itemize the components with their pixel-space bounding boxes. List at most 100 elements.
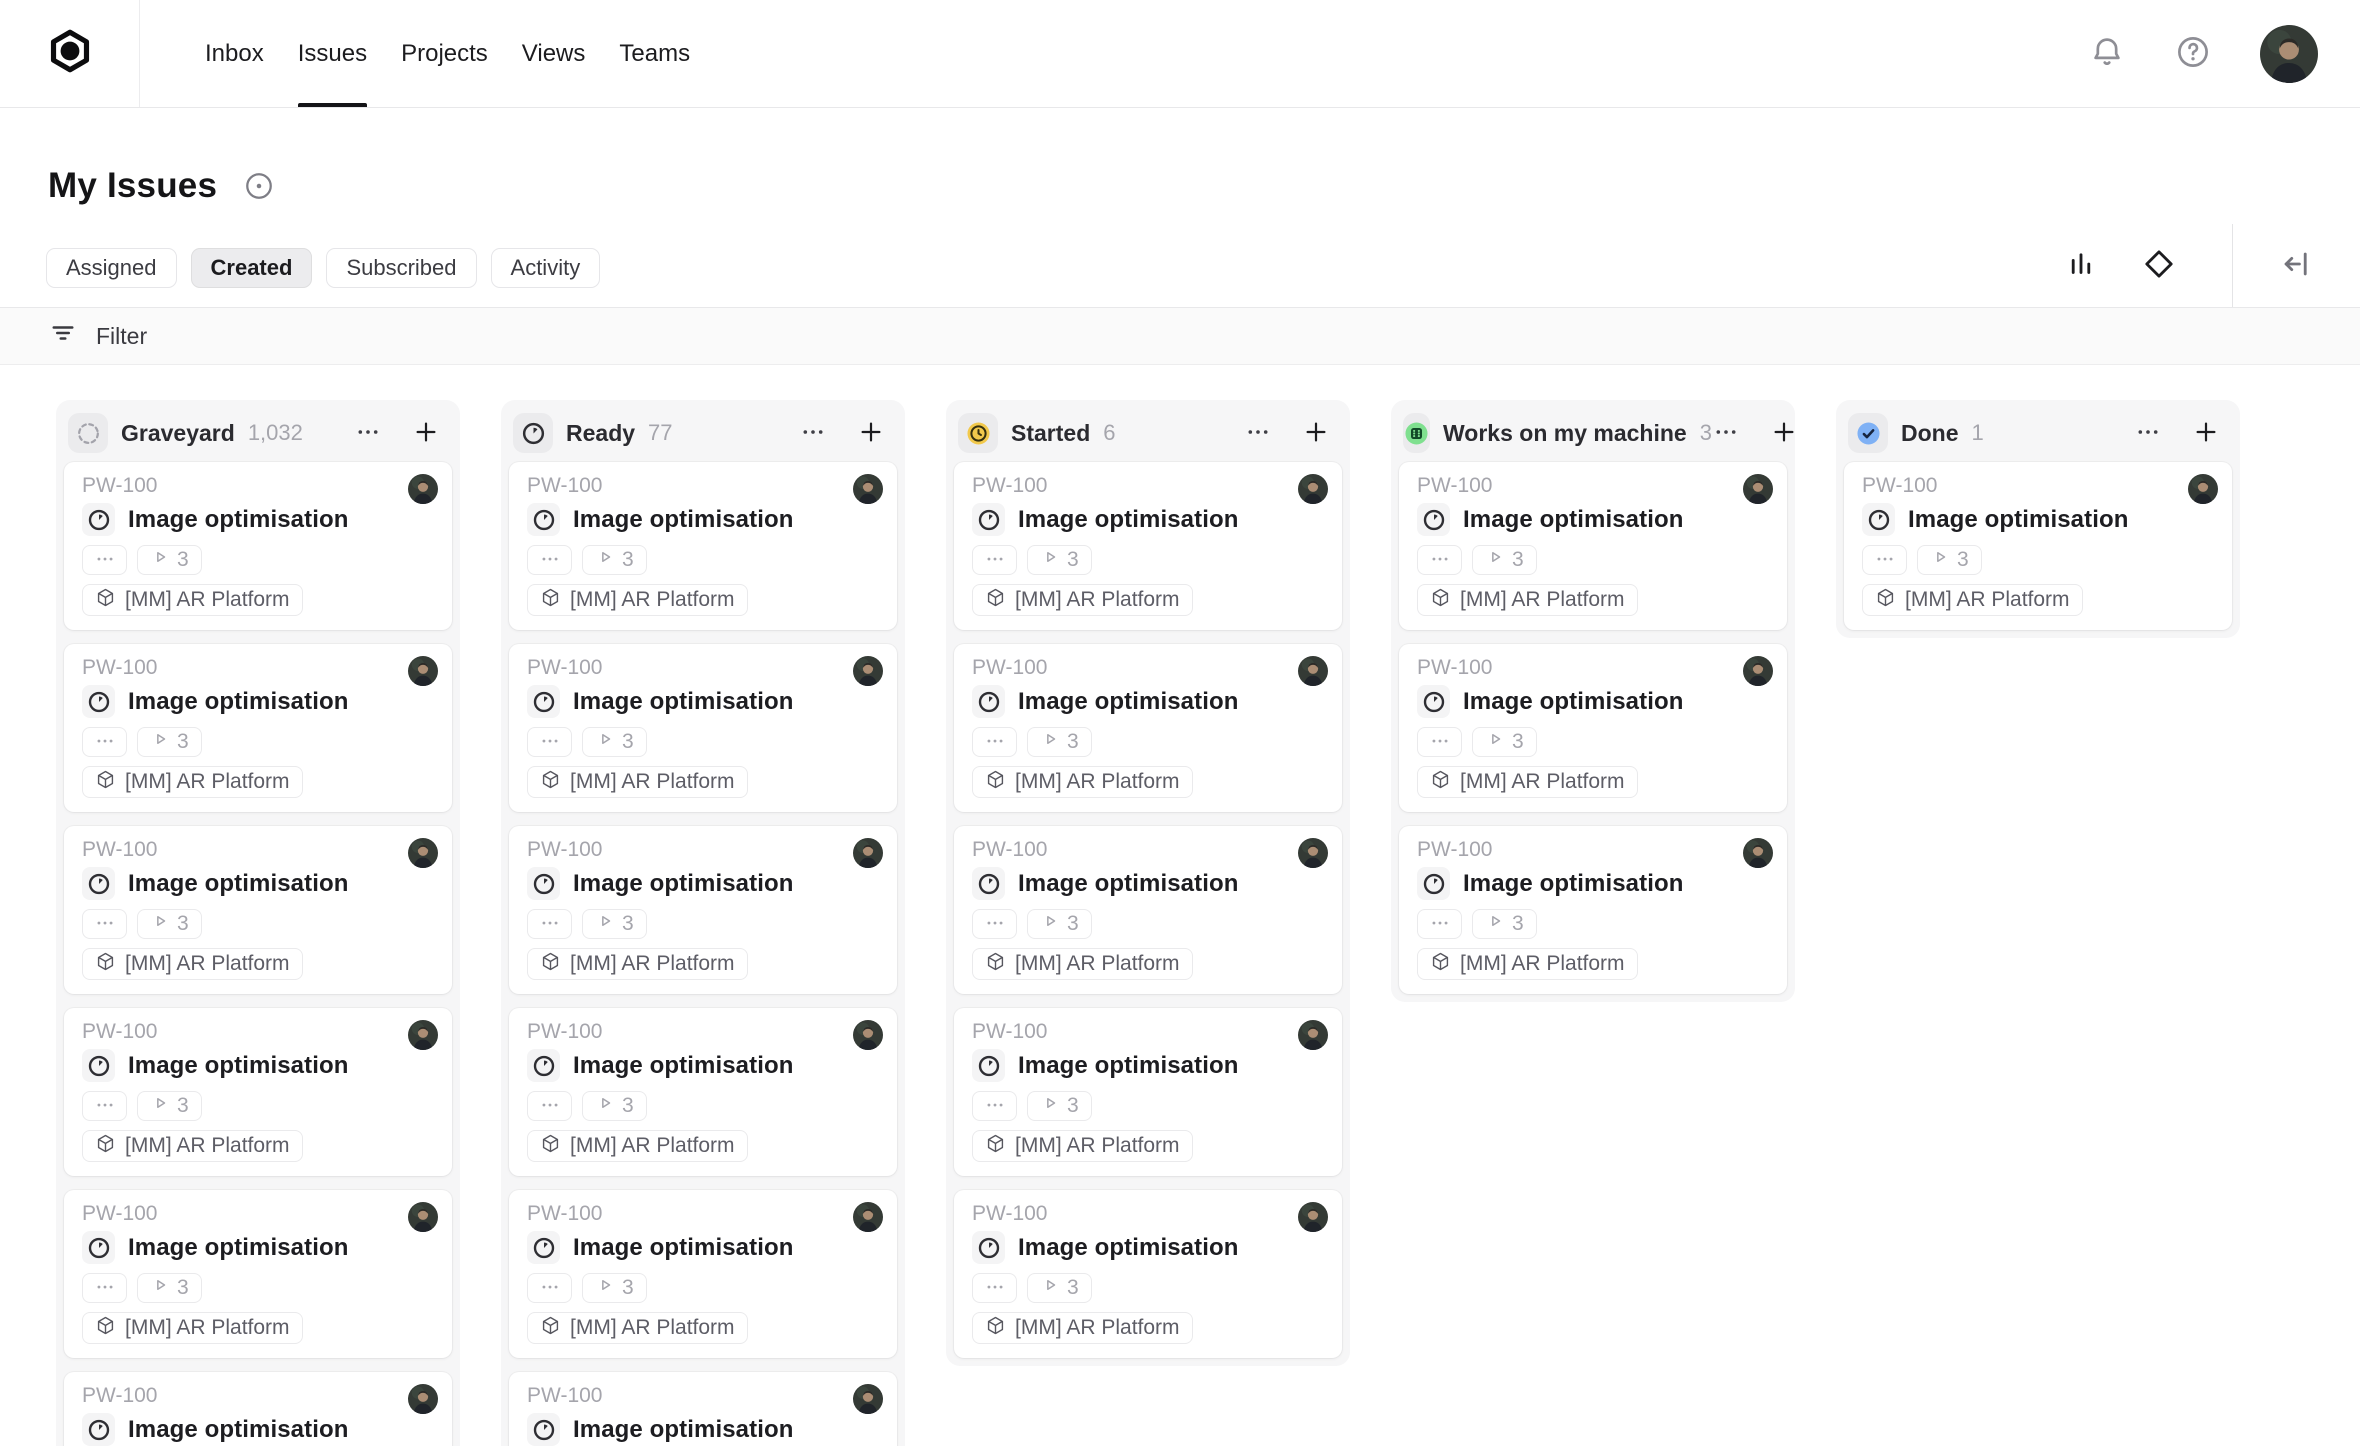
project-tag[interactable]: [MM] AR Platform [527, 1130, 748, 1162]
column-menu-button[interactable] [354, 418, 382, 449]
issue-play-chip[interactable]: 3 [1027, 1091, 1092, 1121]
issue-card[interactable]: PW-100 Image optimisation 3 [MM] AR Plat… [1399, 644, 1787, 812]
issue-play-chip[interactable]: 3 [582, 1091, 647, 1121]
project-tag[interactable]: [MM] AR Platform [82, 1130, 303, 1162]
board-view-button[interactable] [2142, 247, 2176, 284]
issue-play-chip[interactable]: 3 [137, 1091, 202, 1121]
issue-play-chip[interactable]: 3 [582, 909, 647, 939]
issue-card[interactable]: PW-100 Image optimisation 3 [MM] AR Plat… [1399, 826, 1787, 994]
issue-more-button[interactable] [972, 909, 1017, 939]
tab-subscribed[interactable]: Subscribed [326, 248, 477, 288]
issue-more-button[interactable] [527, 1273, 572, 1303]
issue-more-button[interactable] [82, 1091, 127, 1121]
issue-play-chip[interactable]: 3 [582, 545, 647, 575]
issue-more-button[interactable] [527, 727, 572, 757]
project-tag[interactable]: [MM] AR Platform [1417, 948, 1638, 980]
issue-card[interactable]: PW-100 Image optimisation 3 [MM] AR Plat… [509, 826, 897, 994]
collapse-sidebar-button[interactable] [2280, 247, 2314, 284]
tab-created[interactable]: Created [190, 248, 313, 288]
issue-play-chip[interactable]: 3 [1027, 1273, 1092, 1303]
issue-more-button[interactable] [1862, 545, 1907, 575]
issue-card[interactable]: PW-100 Image optimisation 3 [MM] AR Plat… [64, 826, 452, 994]
project-tag[interactable]: [MM] AR Platform [527, 584, 748, 616]
issue-play-chip[interactable]: 3 [1472, 909, 1537, 939]
add-issue-button[interactable] [1302, 418, 1330, 449]
nav-item-teams[interactable]: Teams [619, 39, 691, 67]
issue-more-button[interactable] [1417, 909, 1462, 939]
issue-card[interactable]: PW-100 Image optimisation 3 [MM] AR Plat… [64, 1008, 452, 1176]
issue-play-chip[interactable]: 3 [1472, 545, 1537, 575]
issue-card[interactable]: PW-100 Image optimisation 3 [MM] AR Plat… [509, 1008, 897, 1176]
issue-more-button[interactable] [82, 909, 127, 939]
issue-more-button[interactable] [972, 1273, 1017, 1303]
issue-card[interactable]: PW-100 Image optimisation 3 [MM] AR Plat… [509, 1372, 897, 1446]
issue-play-chip[interactable]: 3 [582, 1273, 647, 1303]
issue-more-button[interactable] [972, 545, 1017, 575]
favorite-target-button[interactable] [243, 170, 275, 202]
issue-more-button[interactable] [1417, 727, 1462, 757]
project-tag[interactable]: [MM] AR Platform [972, 1130, 1193, 1162]
add-issue-button[interactable] [2192, 418, 2220, 449]
project-tag[interactable]: [MM] AR Platform [1417, 584, 1638, 616]
issue-play-chip[interactable]: 3 [137, 1273, 202, 1303]
user-avatar[interactable] [2260, 24, 2318, 83]
issue-play-chip[interactable]: 3 [1027, 545, 1092, 575]
issue-card[interactable]: PW-100 Image optimisation 3 [MM] AR Plat… [64, 1190, 452, 1358]
issue-card[interactable]: PW-100 Image optimisation 3 [MM] AR Plat… [1844, 462, 2232, 630]
tab-assigned[interactable]: Assigned [46, 248, 177, 288]
issue-play-chip[interactable]: 3 [137, 545, 202, 575]
column-menu-button[interactable] [799, 418, 827, 449]
notifications-button[interactable] [2088, 33, 2126, 74]
project-tag[interactable]: [MM] AR Platform [527, 766, 748, 798]
nav-item-projects[interactable]: Projects [401, 39, 488, 67]
issue-more-button[interactable] [972, 727, 1017, 757]
project-tag[interactable]: [MM] AR Platform [527, 948, 748, 980]
issue-play-chip[interactable]: 3 [582, 727, 647, 757]
issue-more-button[interactable] [82, 727, 127, 757]
project-tag[interactable]: [MM] AR Platform [972, 1312, 1193, 1344]
issue-play-chip[interactable]: 3 [1027, 909, 1092, 939]
issue-card[interactable]: PW-100 Image optimisation 3 [MM] AR Plat… [64, 644, 452, 812]
project-tag[interactable]: [MM] AR Platform [82, 766, 303, 798]
issue-card[interactable]: PW-100 Image optimisation 3 [MM] AR Plat… [64, 462, 452, 630]
issue-card[interactable]: PW-100 Image optimisation 3 [MM] AR Plat… [954, 1008, 1342, 1176]
filter-button[interactable]: Filter [48, 318, 147, 354]
issue-more-button[interactable] [1417, 545, 1462, 575]
issue-more-button[interactable] [527, 909, 572, 939]
add-issue-button[interactable] [1770, 418, 1798, 449]
issue-card[interactable]: PW-100 Image optimisation 3 [MM] AR Plat… [954, 644, 1342, 812]
issue-play-chip[interactable]: 3 [1027, 727, 1092, 757]
issue-card[interactable]: PW-100 Image optimisation 3 [MM] AR Plat… [1399, 462, 1787, 630]
issue-more-button[interactable] [527, 1091, 572, 1121]
issue-card[interactable]: PW-100 Image optimisation 3 [MM] AR Plat… [509, 644, 897, 812]
chart-view-button[interactable] [2064, 247, 2098, 284]
column-menu-button[interactable] [2134, 418, 2162, 449]
tab-activity[interactable]: Activity [490, 248, 601, 288]
issue-card[interactable]: PW-100 Image optimisation 3 [MM] AR Plat… [509, 1190, 897, 1358]
app-logo[interactable] [0, 0, 140, 107]
issue-play-chip[interactable]: 3 [137, 727, 202, 757]
column-menu-button[interactable] [1712, 418, 1740, 449]
column-menu-button[interactable] [1244, 418, 1272, 449]
project-tag[interactable]: [MM] AR Platform [82, 948, 303, 980]
issue-card[interactable]: PW-100 Image optimisation 3 [MM] AR Plat… [954, 462, 1342, 630]
issue-card[interactable]: PW-100 Image optimisation 3 [MM] AR Plat… [64, 1372, 452, 1446]
project-tag[interactable]: [MM] AR Platform [82, 1312, 303, 1344]
issue-more-button[interactable] [82, 545, 127, 575]
add-issue-button[interactable] [857, 418, 885, 449]
issue-card[interactable]: PW-100 Image optimisation 3 [MM] AR Plat… [954, 826, 1342, 994]
issue-more-button[interactable] [972, 1091, 1017, 1121]
nav-item-inbox[interactable]: Inbox [205, 39, 264, 67]
issue-more-button[interactable] [82, 1273, 127, 1303]
nav-item-issues[interactable]: Issues [281, 0, 384, 107]
issue-play-chip[interactable]: 3 [1472, 727, 1537, 757]
issue-more-button[interactable] [527, 545, 572, 575]
issue-play-chip[interactable]: 3 [137, 909, 202, 939]
project-tag[interactable]: [MM] AR Platform [972, 948, 1193, 980]
project-tag[interactable]: [MM] AR Platform [82, 584, 303, 616]
project-tag[interactable]: [MM] AR Platform [972, 584, 1193, 616]
help-button[interactable] [2174, 33, 2212, 74]
project-tag[interactable]: [MM] AR Platform [1862, 584, 2083, 616]
project-tag[interactable]: [MM] AR Platform [1417, 766, 1638, 798]
nav-item-views[interactable]: Views [521, 39, 586, 67]
